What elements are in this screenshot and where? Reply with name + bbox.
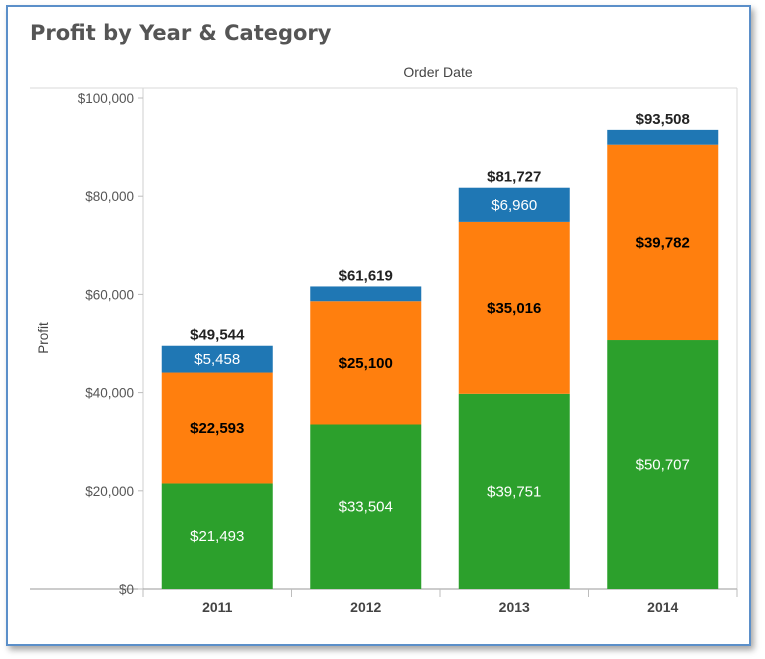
y-tick-label: $0: [119, 582, 134, 597]
x-tick-label-2012: 2012: [350, 599, 381, 615]
segment-label: $21,493: [190, 528, 244, 545]
segment-label: $33,504: [339, 499, 393, 516]
bar-segment-2014-1: [607, 144, 719, 341]
bar-segment-2012-0: [310, 424, 422, 589]
segment-label: $25,100: [339, 355, 393, 372]
y-tick-label: $60,000: [85, 287, 134, 302]
total-label-2014: $93,508: [636, 111, 690, 128]
bar-segment-2014-2: [607, 129, 719, 145]
y-tick-label: $20,000: [85, 484, 134, 499]
bar-segment-2011-1: [161, 372, 273, 484]
segment-label: $39,782: [636, 234, 690, 251]
bar-segment-2012-2: [310, 286, 422, 302]
x-tick-label-2014: 2014: [647, 599, 678, 615]
bar-segment-2013-1: [458, 221, 570, 394]
bar-segment-2013-2: [458, 187, 570, 222]
bar-segment-2012-1: [310, 301, 422, 425]
x-tick-label-2011: 2011: [202, 599, 233, 615]
bar-segment-2014-0: [607, 340, 719, 589]
y-axis-label: Profit: [36, 322, 51, 354]
total-label-2011: $49,544: [190, 327, 245, 344]
segment-label: $35,016: [487, 300, 541, 317]
total-label-2013: $81,727: [487, 169, 541, 186]
x-tick-label-2013: 2013: [499, 599, 530, 615]
bar-segment-2011-0: [161, 483, 273, 589]
segment-label: $39,751: [487, 483, 541, 500]
segment-label: $50,707: [636, 457, 690, 474]
segment-label: $6,960: [491, 197, 537, 214]
column-header: Order Date: [403, 64, 472, 80]
total-label-2012: $61,619: [339, 267, 393, 284]
segment-label: $22,593: [190, 420, 244, 437]
chart-title: Profit by Year & Category: [30, 21, 332, 45]
y-tick-label: $80,000: [85, 189, 134, 204]
segment-label: $5,458: [194, 351, 240, 368]
y-tick-label: $40,000: [85, 386, 134, 401]
bar-segment-2011-2: [161, 345, 273, 373]
y-tick-label: $100,000: [78, 91, 134, 106]
bar-segment-2013-0: [458, 393, 570, 589]
